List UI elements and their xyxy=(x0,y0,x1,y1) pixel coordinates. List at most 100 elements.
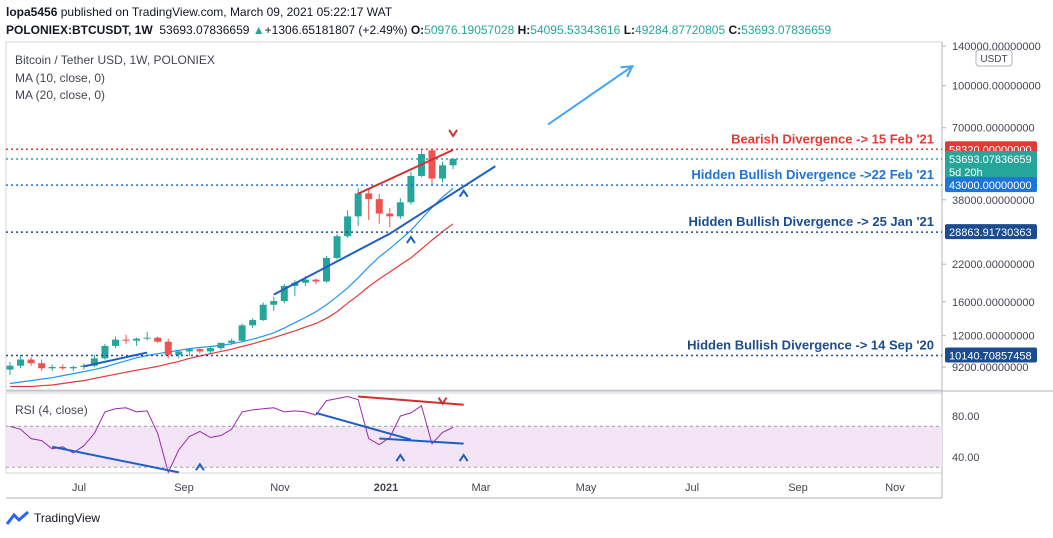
candle-body xyxy=(428,150,436,179)
candle-body xyxy=(154,337,162,342)
price-tick-label: 100000.00000000 xyxy=(952,81,1041,93)
candle-body xyxy=(122,339,130,341)
open-label: O: xyxy=(410,23,425,37)
trendline xyxy=(389,165,496,235)
candle-body xyxy=(407,175,415,203)
candle-body xyxy=(143,337,151,339)
candle-body xyxy=(101,345,109,359)
candle-body xyxy=(301,279,309,283)
candle-body xyxy=(354,193,362,217)
trendline xyxy=(273,232,391,296)
candle-body xyxy=(59,367,67,369)
rsi-legend[interactable]: RSI (4, close) xyxy=(15,403,88,417)
rsi-line xyxy=(9,395,454,474)
trendline xyxy=(357,148,454,195)
price-badge xyxy=(945,347,1037,363)
trendline xyxy=(379,437,464,445)
candle-body xyxy=(386,213,394,217)
candle-body xyxy=(259,304,267,321)
time-tick-label: Jul xyxy=(685,482,699,494)
rsi-tick-label: 80.00 xyxy=(952,411,980,423)
published-text: published on TradingView.com, March 09, … xyxy=(60,5,393,19)
price-badge xyxy=(945,177,1037,193)
chart-title: Bitcoin / Tether USD, 1W, POLONIEX xyxy=(15,53,215,67)
price-badge-label: 28863.91730363 xyxy=(949,227,1032,239)
forecast-arrow xyxy=(547,65,634,126)
chevron-up-icon xyxy=(458,453,469,462)
candle-body xyxy=(270,301,278,305)
currency-label: USDT xyxy=(980,54,1007,65)
level-annotation: Bearish Divergence -> 15 Feb '21 xyxy=(731,131,934,146)
chevron-up-icon xyxy=(395,453,406,462)
close-label: C: xyxy=(728,23,742,37)
time-tick-label: Mar xyxy=(472,482,491,494)
ma20-legend[interactable]: MA (20, close, 0) xyxy=(15,88,106,102)
ma10-legend[interactable]: MA (10, close, 0) xyxy=(15,71,106,85)
last-price: 53693.07836659 xyxy=(159,23,250,37)
time-tick-label: Sep xyxy=(788,482,808,494)
price-tick-label: 9200.00000000 xyxy=(952,362,1028,374)
trendline xyxy=(315,411,412,441)
price-tick-label: 12000.00000000 xyxy=(952,331,1035,343)
candle-body xyxy=(333,236,341,258)
candle-body xyxy=(217,342,225,349)
level-annotation: Hidden Bullish Divergence ->22 Feb '21 xyxy=(691,167,934,182)
high-value: 54095.53343616 xyxy=(530,23,621,37)
price-badge xyxy=(945,224,1037,240)
price-tick-label: 70000.00000000 xyxy=(952,123,1035,135)
candle-body xyxy=(17,359,25,366)
candle-body xyxy=(38,363,46,369)
candle-body xyxy=(228,340,236,343)
up-triangle-icon: ▲ xyxy=(252,23,265,37)
price-tick-label: 22000.00000000 xyxy=(952,259,1035,271)
candle-body xyxy=(185,349,193,352)
candle-body xyxy=(206,348,214,352)
candle-body xyxy=(27,359,35,364)
trendline xyxy=(83,351,148,368)
level-annotation: Hidden Bullish Divergence -> 25 Jan '21 xyxy=(689,214,934,229)
ma10-line xyxy=(9,188,454,385)
time-tick-label: Nov xyxy=(885,482,905,494)
candle-body xyxy=(312,279,320,282)
candle-body xyxy=(164,341,172,355)
level-annotation: Hidden Bullish Divergence -> 14 Sep '20 xyxy=(687,338,934,353)
currency-box xyxy=(975,49,1013,67)
publisher-name[interactable]: lopa5456 xyxy=(6,5,58,19)
chevron-up-icon xyxy=(406,235,416,244)
candle-body xyxy=(48,367,56,369)
tradingview-logo-text: TradingView xyxy=(34,511,101,525)
ma20-line xyxy=(10,223,454,388)
candle-body xyxy=(280,285,288,302)
price-tick-label: 38000.00000000 xyxy=(952,195,1035,207)
chevron-up-icon xyxy=(458,188,469,198)
chevron-up-icon xyxy=(195,462,205,471)
open-value: 50976.19057028 xyxy=(424,23,515,37)
symbol-line: POLONIEX:BTCUSDT, 1W 53693.07836659 ▲+13… xyxy=(6,23,831,37)
candle-body xyxy=(375,199,383,214)
candle-body xyxy=(175,351,183,355)
candle-body xyxy=(365,193,373,200)
time-tick-label: May xyxy=(576,482,597,494)
high-label: H: xyxy=(517,23,531,37)
price-badge xyxy=(945,150,1037,179)
candle-body xyxy=(196,349,204,352)
rsi-band xyxy=(6,426,942,468)
candle-body xyxy=(238,325,246,341)
candle-body xyxy=(80,365,88,367)
time-tick-label: Nov xyxy=(270,482,290,494)
trendline xyxy=(52,445,179,474)
price-badge-label: 43000.00000000 xyxy=(949,180,1032,192)
candle-body xyxy=(112,339,119,346)
candle-body xyxy=(396,202,404,217)
candle-body xyxy=(69,367,77,369)
rsi-tick-label: 40.00 xyxy=(952,452,980,464)
tradingview-logo[interactable]: TradingView xyxy=(6,511,100,525)
candle-body xyxy=(249,320,257,326)
candle-body xyxy=(90,358,98,366)
price-tick-label: 16000.00000000 xyxy=(952,297,1035,309)
chevron-down-icon xyxy=(448,129,458,138)
chevron-down-icon xyxy=(437,397,448,406)
close-value: 53693.07836659 xyxy=(741,23,832,37)
time-tick-label: Sep xyxy=(174,482,194,494)
